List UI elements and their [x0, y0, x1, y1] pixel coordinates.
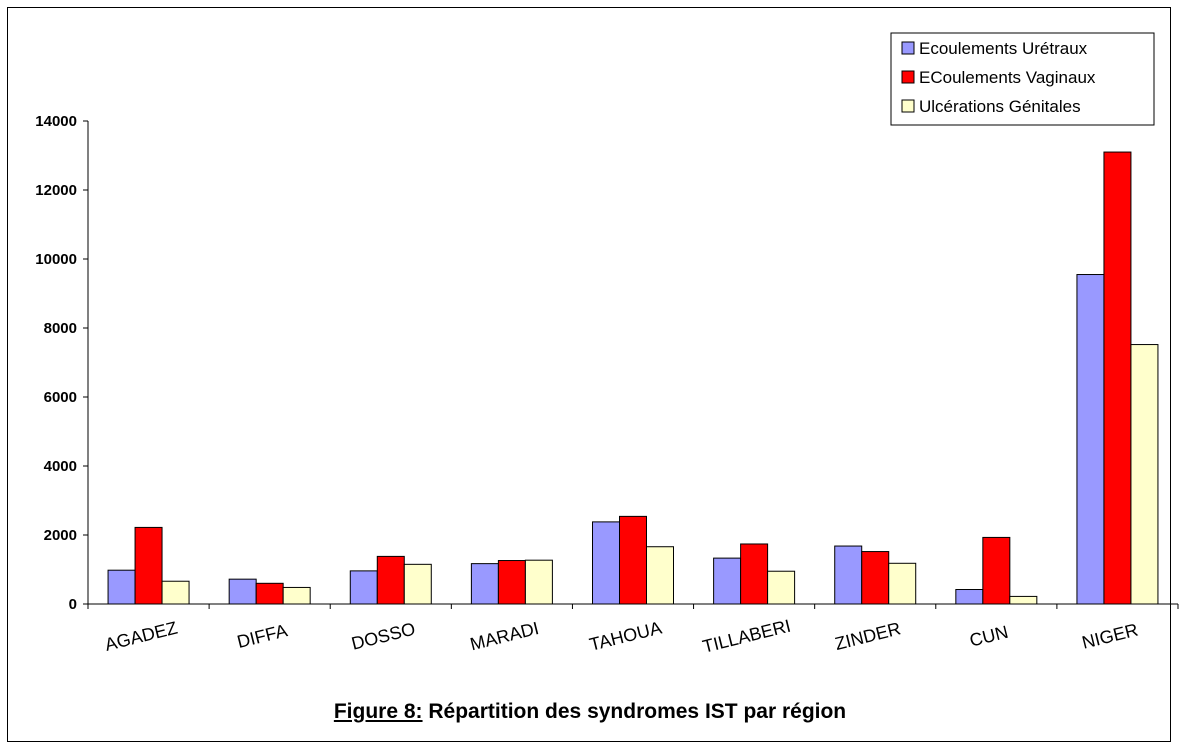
figure-caption-text: Répartition des syndromes IST par région — [422, 700, 847, 723]
bar — [861, 551, 890, 605]
x-tick-label: CUN — [968, 622, 1011, 651]
bar — [161, 580, 190, 605]
bar — [255, 582, 284, 605]
x-tick-label: NIGER — [1080, 620, 1140, 653]
legend-label: Ulcérations Génitales — [919, 97, 1081, 116]
x-tick-label: MARADI — [468, 618, 541, 654]
x-tick-label: TAHOUA — [587, 618, 663, 655]
bar — [107, 569, 136, 605]
bar — [1076, 274, 1105, 605]
bar — [982, 536, 1011, 605]
legend-label: ECoulements Vaginaux — [919, 68, 1096, 87]
x-tick-label: DOSSO — [349, 619, 417, 654]
bar — [1009, 595, 1038, 605]
bar — [619, 515, 647, 605]
bar — [740, 543, 769, 605]
bar — [834, 545, 863, 605]
bar — [713, 557, 742, 605]
y-tick-label: 2000 — [44, 527, 77, 544]
legend-box — [890, 32, 1155, 126]
y-tick-label: 8000 — [44, 320, 77, 337]
bar — [888, 562, 917, 605]
legend-swatch — [901, 41, 915, 55]
bar — [403, 563, 432, 605]
bar — [282, 586, 311, 605]
x-tick-label: AGADEZ — [103, 618, 180, 655]
legend-swatch — [901, 99, 915, 113]
bar — [592, 521, 620, 605]
y-tick-label: 6000 — [44, 389, 77, 406]
x-tick-label: ZINDER — [833, 618, 903, 654]
y-tick-label: 10000 — [35, 251, 77, 268]
x-tick-label: DIFFA — [235, 620, 289, 652]
legend-swatch — [901, 70, 915, 84]
bar — [497, 560, 526, 605]
bar — [955, 589, 984, 605]
bar — [349, 570, 378, 605]
bar — [228, 578, 257, 605]
bar — [767, 570, 796, 605]
bar — [134, 526, 163, 605]
y-tick-label: 14000 — [35, 113, 77, 130]
y-tick-label: 0 — [69, 596, 77, 613]
y-tick-label: 4000 — [44, 458, 77, 475]
chart-frame — [7, 7, 1171, 742]
bar — [524, 559, 553, 605]
figure-caption: Figure 8: Répartition des syndromes IST … — [0, 700, 1180, 724]
bar — [646, 546, 674, 605]
y-tick-label: 12000 — [35, 182, 77, 199]
figure-caption-label: Figure 8: — [333, 700, 423, 723]
bar — [470, 563, 499, 605]
bar — [1130, 344, 1159, 605]
bar — [1103, 151, 1132, 605]
bar — [376, 555, 405, 605]
x-tick-label: TILLABERI — [701, 616, 793, 657]
legend-label: Ecoulements Urétraux — [919, 39, 1088, 58]
